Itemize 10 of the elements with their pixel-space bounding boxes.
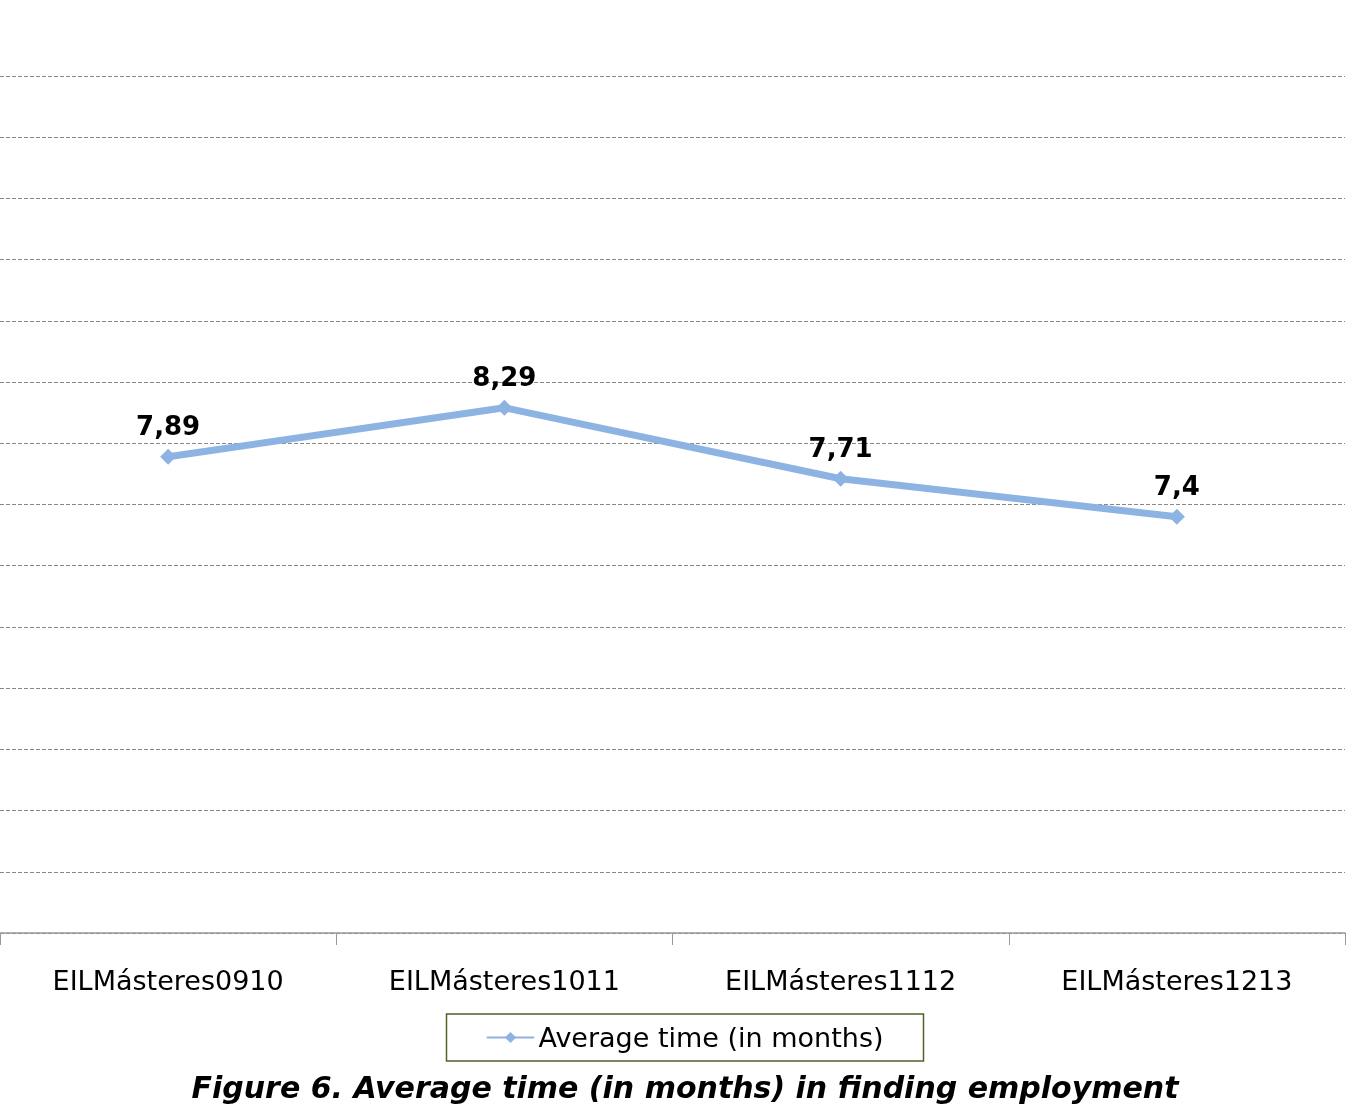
x-tick-label: EILMásteres1112 (725, 965, 957, 996)
x-tick-label: EILMásteres1011 (388, 965, 620, 996)
data-label: 7,71 (808, 432, 873, 463)
x-tick-label: EILMásteres1213 (1061, 965, 1293, 996)
legend-label: Average time (in months) (538, 1022, 884, 1053)
x-tick-label: EILMásteres0910 (52, 965, 284, 996)
data-label: 7,4 (1153, 470, 1200, 501)
data-label: 8,29 (472, 361, 537, 392)
caption: Figure 6. Average time (in months) in finding employment (191, 1069, 1181, 1105)
data-label: 7,89 (136, 410, 201, 441)
